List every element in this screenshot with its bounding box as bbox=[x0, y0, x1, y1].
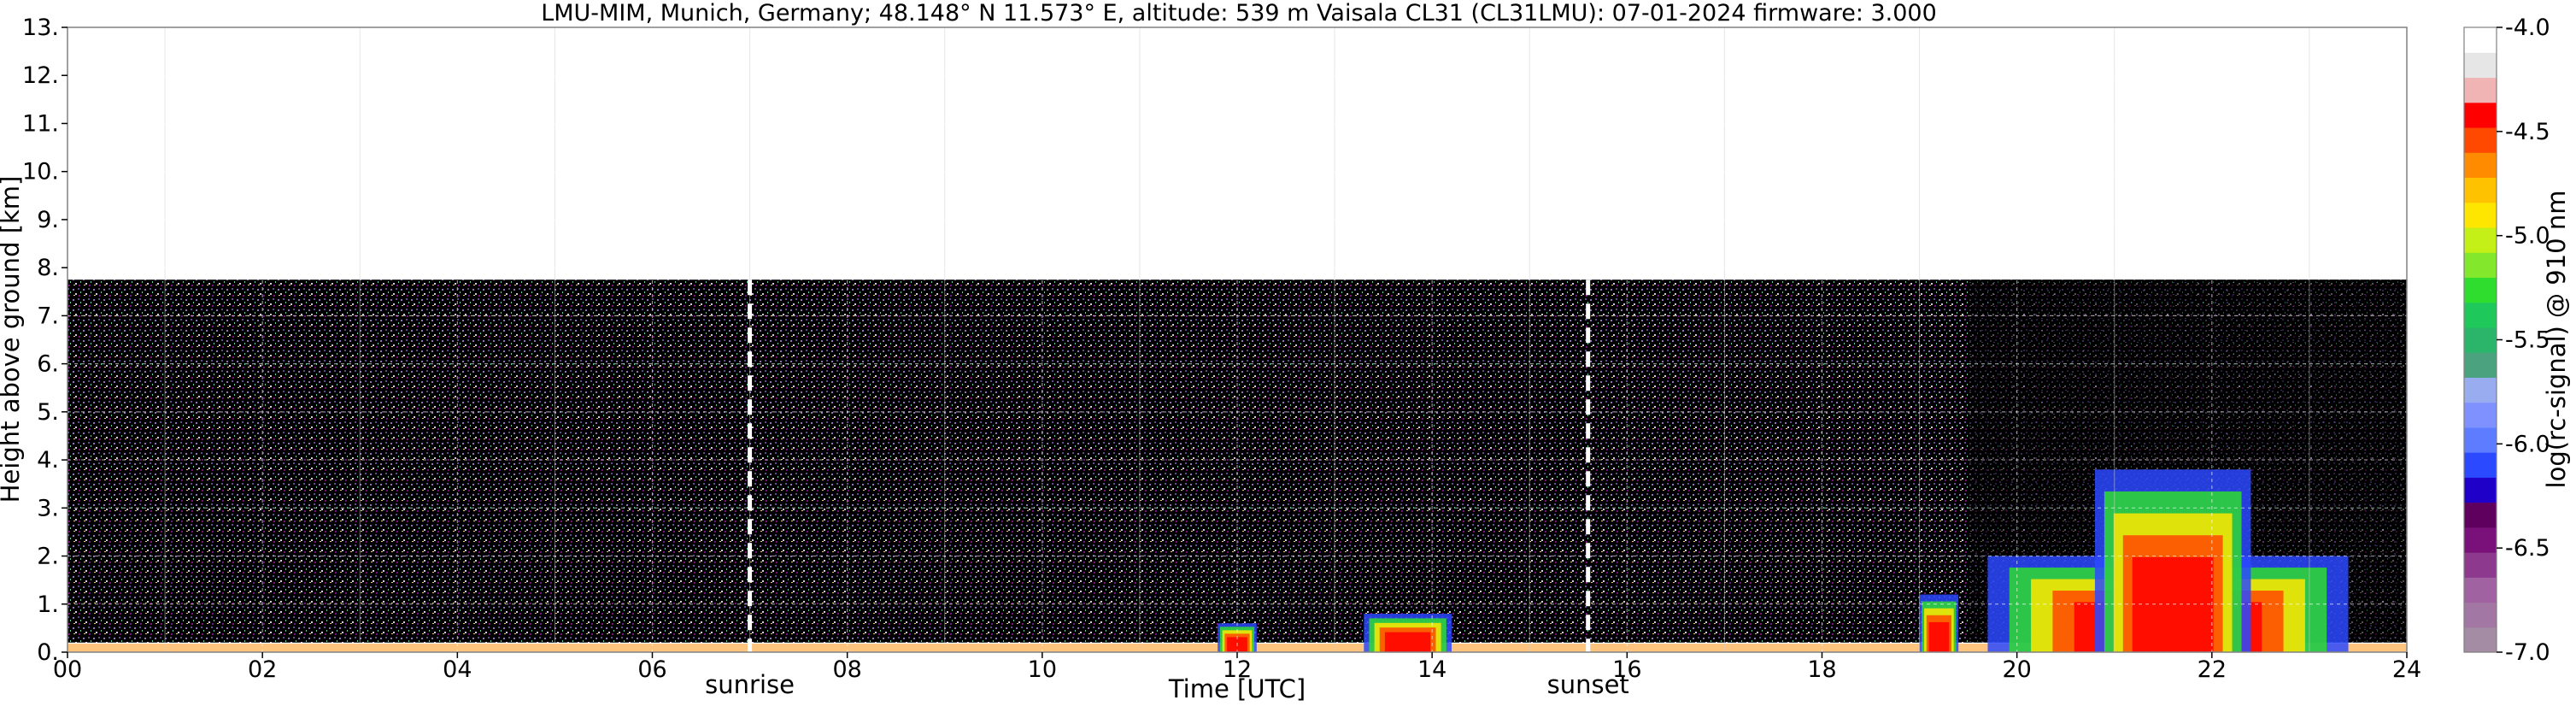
y-tick-label: 6. bbox=[37, 351, 59, 378]
y-tick-label: 4. bbox=[37, 447, 59, 474]
colorbar-segment bbox=[2464, 627, 2497, 653]
colorbar-segment bbox=[2464, 27, 2497, 53]
x-tick-label: 14 bbox=[1417, 656, 1446, 683]
colorbar-segment bbox=[2464, 252, 2497, 278]
y-tick-label: 10. bbox=[22, 159, 59, 185]
y-tick-label: 13. bbox=[22, 15, 59, 41]
signal-band bbox=[1384, 632, 1431, 652]
x-tick-label: 22 bbox=[2198, 656, 2227, 683]
signal-band bbox=[1928, 621, 1950, 652]
annotation-label: sunset bbox=[1547, 670, 1629, 699]
colorbar-tick-label: -5.0 bbox=[2505, 223, 2550, 250]
x-tick-label: 04 bbox=[443, 656, 472, 683]
colorbar-tick-label: -6.0 bbox=[2505, 431, 2550, 457]
annotation-label: sunrise bbox=[705, 670, 795, 699]
x-tick-label: 20 bbox=[2002, 656, 2031, 683]
colorbar-segment bbox=[2464, 477, 2497, 503]
colorbar-tick-label: -4.0 bbox=[2505, 15, 2550, 41]
colorbar-segment bbox=[2464, 77, 2497, 103]
colorbar-label: log(rc-signal) @ 910 nm bbox=[2542, 191, 2571, 489]
x-tick-label: 08 bbox=[832, 656, 861, 683]
chart-title: LMU-MIM, Munich, Germany; 48.148° N 11.5… bbox=[541, 0, 1937, 26]
colorbar-segment bbox=[2464, 377, 2497, 403]
colorbar: -7.0 -6.5 -6.0 -5.5 -5.0 -4.5 -4.0 bbox=[2463, 15, 2550, 666]
colorbar-tick-label: -7.0 bbox=[2505, 639, 2550, 666]
y-tick-label: 7. bbox=[37, 303, 59, 329]
signal-feature bbox=[1919, 594, 1959, 652]
colorbar-segment bbox=[2464, 452, 2497, 478]
y-tick-label: 11. bbox=[22, 110, 59, 137]
x-axis-label: Time [UTC] bbox=[1168, 674, 1306, 703]
x-tick-label: 18 bbox=[1807, 656, 1836, 683]
y-tick-label: 0. bbox=[37, 639, 59, 666]
x-tick-label: 10 bbox=[1028, 656, 1057, 683]
colorbar-tick-label: -6.5 bbox=[2505, 535, 2550, 562]
y-tick-label: 3. bbox=[37, 495, 59, 521]
x-tick-label: 02 bbox=[248, 656, 277, 683]
y-tick-label: 12. bbox=[22, 62, 59, 89]
colorbar-segment bbox=[2464, 552, 2497, 578]
colorbar-segment bbox=[2464, 227, 2497, 253]
colorbar-segment bbox=[2464, 302, 2497, 328]
colorbar-segment bbox=[2464, 527, 2497, 553]
colorbar-segment bbox=[2464, 177, 2497, 203]
signal-feature bbox=[2094, 469, 2251, 652]
colorbar-tick-label: -4.5 bbox=[2505, 119, 2550, 145]
y-tick-label: 8. bbox=[37, 255, 59, 281]
y-axis-label: Height above ground [km] bbox=[0, 176, 25, 503]
annotations: sunrise sunset bbox=[705, 279, 1629, 699]
signal-feature bbox=[1364, 614, 1452, 652]
colorbar-segment bbox=[2464, 102, 2497, 128]
x-tick-label: 12 bbox=[1223, 656, 1252, 683]
colorbar-segment bbox=[2464, 327, 2497, 353]
colorbar-segment bbox=[2464, 402, 2497, 428]
colorbar-segment bbox=[2464, 502, 2497, 528]
x-tick-label: 06 bbox=[637, 656, 666, 683]
y-tick-label: 2. bbox=[37, 544, 59, 570]
colorbar-segment bbox=[2464, 427, 2497, 453]
colorbar-segment bbox=[2464, 352, 2497, 378]
y-tick-label: 9. bbox=[37, 207, 59, 233]
colorbar-segment bbox=[2464, 202, 2497, 228]
colorbar-segment bbox=[2464, 602, 2497, 628]
y-tick-label: 1. bbox=[37, 591, 59, 618]
colorbar-segment bbox=[2464, 52, 2497, 79]
axes: 00 02 04 06 08 10 12 14 16 18 20 22 24 0. 1. 2. 3. 4. 5. 6.… bbox=[22, 15, 2421, 683]
colorbar-segment bbox=[2464, 577, 2497, 603]
x-tick-label: 00 bbox=[53, 656, 82, 683]
colorbar-segment bbox=[2464, 126, 2497, 153]
x-tick-label: 16 bbox=[1612, 656, 1641, 683]
y-tick-label: 5. bbox=[37, 399, 59, 426]
colorbar-tick-label: -5.5 bbox=[2505, 327, 2550, 354]
signal-band bbox=[2132, 556, 2214, 652]
colorbar-segment bbox=[2464, 152, 2497, 179]
colorbar-segment bbox=[2464, 277, 2497, 303]
x-tick-label: 24 bbox=[2392, 656, 2421, 683]
